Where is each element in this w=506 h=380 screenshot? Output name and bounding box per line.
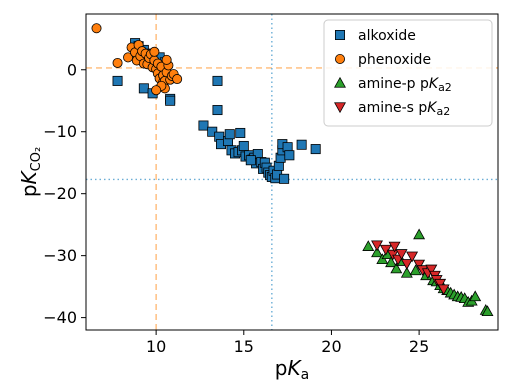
- data-point-phenoxide-34: [161, 54, 172, 65]
- y-tick-label: −20: [43, 184, 77, 203]
- x-tick-label: 25: [409, 337, 429, 356]
- legend-marker-amine-p: [334, 76, 346, 88]
- data-markers: [91, 23, 494, 317]
- data-point-alkoxide-12: [212, 105, 223, 116]
- legend-frame: [323, 19, 493, 127]
- data-point-alkoxide-11: [212, 75, 223, 86]
- data-point-phenoxide-30: [172, 74, 183, 85]
- data-point-alkoxide-6: [112, 75, 123, 86]
- data-point-alkoxide-18: [224, 129, 235, 140]
- data-point-amine-s-15: [388, 241, 401, 253]
- data-point-amine-s-0: [371, 240, 383, 252]
- y-axis-ticks: 0 −10 −20 −30 −40: [43, 60, 86, 327]
- x-axis-label: pKa: [275, 356, 309, 380]
- data-point-alkoxide-7: [138, 83, 149, 94]
- x-tick-label: 20: [321, 337, 341, 356]
- data-point-amine-s-13: [434, 278, 447, 290]
- y-tick-label: −30: [43, 246, 77, 265]
- data-point-alkoxide-13: [198, 120, 209, 131]
- data-point-alkoxide-23: [238, 140, 249, 151]
- y-tick-label: 0: [67, 60, 77, 79]
- data-point-phenoxide-32: [151, 85, 162, 96]
- data-point-amine-p-23: [469, 290, 482, 302]
- legend-label-phenoxide: phenoxide: [358, 52, 431, 68]
- x-tick-label: 15: [234, 337, 254, 356]
- data-point-alkoxide-49: [235, 127, 246, 138]
- data-point-alkoxide-47: [296, 139, 307, 150]
- plot-frame: [85, 13, 499, 331]
- y-axis-label: pKCO₂: [17, 147, 44, 197]
- y-tick-label: −10: [43, 122, 77, 141]
- data-point-amine-s-10: [425, 264, 438, 276]
- data-point-phenoxide-0: [91, 23, 102, 34]
- data-point-amine-s-14: [437, 284, 450, 296]
- data-point-amine-s-4: [395, 249, 408, 260]
- data-point-amine-p-25: [481, 305, 494, 317]
- data-point-amine-s-7: [413, 259, 426, 271]
- x-axis-ticks: 10 15 20 25: [146, 330, 429, 356]
- data-point-amine-s-5: [400, 259, 413, 270]
- y-tick-label: −40: [43, 308, 77, 327]
- data-point-alkoxide-50: [245, 155, 256, 166]
- data-point-amine-p-4: [385, 256, 398, 268]
- legend-label-amine-p: amine-p pKa2: [358, 76, 452, 94]
- data-point-alkoxide-48: [310, 144, 321, 155]
- data-point-amine-p-8: [409, 264, 422, 276]
- data-point-amine-p-5: [390, 262, 403, 274]
- data-point-alkoxide-46: [284, 150, 295, 161]
- legend-marker-alkoxide: [334, 29, 345, 40]
- legend-label-alkoxide: alkoxide: [358, 28, 416, 44]
- data-point-amine-s-6: [406, 251, 419, 263]
- legend-label-amine-s: amine-s pKa2: [358, 100, 450, 118]
- data-point-amine-p-9: [413, 228, 426, 240]
- data-point-amine-p-7: [400, 266, 413, 278]
- data-point-alkoxide-43: [279, 173, 290, 184]
- data-point-amine-p-0: [362, 240, 375, 251]
- data-point-phenoxide-33: [149, 46, 160, 57]
- legend-marker-amine-s: [334, 102, 346, 114]
- legend-marker-phenoxide: [334, 54, 345, 65]
- data-point-amine-p-1: [371, 246, 383, 258]
- data-point-alkoxide-10: [165, 95, 176, 106]
- data-point-phenoxide-2: [123, 52, 134, 63]
- x-tick-label: 10: [146, 337, 166, 356]
- data-point-phenoxide-1: [112, 57, 123, 68]
- legend-markers: [334, 29, 346, 114]
- legend: alkoxide phenoxide amine-p pKa2 amine-s …: [323, 19, 493, 127]
